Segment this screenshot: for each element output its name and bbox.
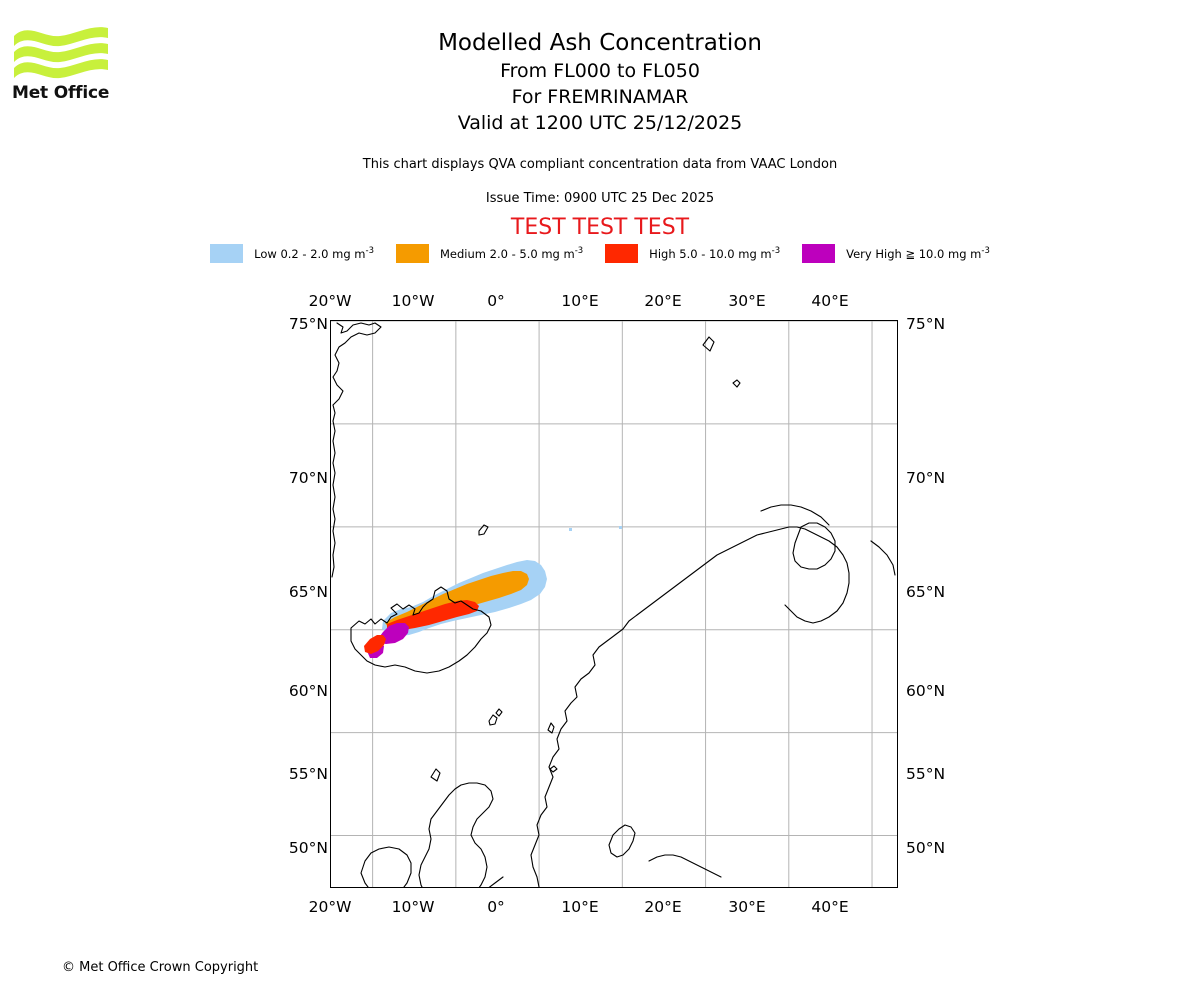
tick-right-65N: 65°N <box>906 583 946 601</box>
tick-bottom-30E: 30°E <box>728 898 766 916</box>
legend-swatch-medium <box>395 243 429 263</box>
tick-right-55N: 55°N <box>906 765 946 783</box>
valid-time: Valid at 1200 UTC 25/12/2025 <box>457 112 743 134</box>
plume-high-contour <box>387 600 479 630</box>
ash-plume <box>364 526 622 658</box>
issue-time: Issue Time: 0900 UTC 25 Dec 2025 <box>485 191 715 206</box>
coastline-faroes <box>488 714 498 726</box>
legend-item-high: High 5.0 - 10.0 mg m-3 <box>605 243 781 263</box>
tick-bottom-10W: 10°W <box>391 898 435 916</box>
legend-label-high: High 5.0 - 10.0 mg m-3 <box>649 245 781 261</box>
coastline-faroes-2 <box>495 708 503 717</box>
coastline-norway-west <box>488 876 504 887</box>
coastline-shetland <box>547 722 555 734</box>
tick-left-60N: 60°N <box>288 682 328 700</box>
coastline-great-britain <box>418 782 494 887</box>
coastlines <box>331 322 896 887</box>
coastline-kola <box>760 504 830 526</box>
tick-bottom-20W: 20°W <box>308 898 352 916</box>
coastline-greenland <box>331 322 382 578</box>
tick-top-0: 0° <box>487 292 505 310</box>
legend-item-low: Low 0.2 - 2.0 mg m-3 <box>210 243 374 263</box>
page-title: Modelled Ash Concentration <box>438 30 762 56</box>
legend-label-very-high: Very High ≧ 10.0 mg m-3 <box>846 245 990 261</box>
chart-title-block: Modelled Ash Concentration From FL000 to… <box>0 28 1200 136</box>
coastline-jan-mayen <box>478 524 489 536</box>
coastline-russia-east <box>870 540 896 576</box>
map-gridlines <box>331 321 897 887</box>
met-office-logo: Met Office <box>12 24 132 103</box>
copyright-notice: © Met Office Crown Copyright <box>62 960 259 975</box>
tick-bottom-10E: 10°E <box>561 898 599 916</box>
coastline-iceland <box>350 586 492 674</box>
test-banner: TEST TEST TEST <box>510 215 690 240</box>
tick-right-60N: 60°N <box>906 682 946 700</box>
tick-top-40E: 40°E <box>811 292 849 310</box>
legend-item-medium: Medium 2.0 - 5.0 mg m-3 <box>395 243 584 263</box>
met-office-logo-text: Met Office <box>12 83 110 103</box>
plume-speck-2 <box>619 526 622 529</box>
concentration-legend: Low 0.2 - 2.0 mg m-3 Medium 2.0 - 5.0 mg… <box>0 243 1200 263</box>
coastline-hebrides <box>430 768 441 782</box>
coastline-white-sea <box>792 522 836 570</box>
tick-top-10E: 10°E <box>561 292 599 310</box>
coastline-bear-island <box>732 379 741 388</box>
plume-high-contour-secondary <box>364 635 386 654</box>
map-canvas <box>331 321 897 887</box>
tick-right-70N: 70°N <box>906 469 946 487</box>
tick-left-55N: 55°N <box>288 765 328 783</box>
legend-swatch-high <box>605 243 639 263</box>
qva-note: This chart displays QVA compliant concen… <box>362 157 838 172</box>
legend-swatch-very-high <box>802 243 836 263</box>
legend-swatch-low <box>210 243 244 263</box>
coastline-ireland <box>360 846 412 887</box>
tick-left-65N: 65°N <box>288 583 328 601</box>
coastline-baltic <box>648 854 722 878</box>
coastline-arctic-islands <box>702 336 715 352</box>
tick-top-10W: 10°W <box>391 292 435 310</box>
tick-right-50N: 50°N <box>906 839 946 857</box>
legend-label-medium: Medium 2.0 - 5.0 mg m-3 <box>439 245 584 261</box>
tick-left-75N: 75°N <box>288 315 328 333</box>
tick-right-75N: 75°N <box>906 315 946 333</box>
tick-left-50N: 50°N <box>288 839 328 857</box>
tick-bottom-20E: 20°E <box>644 898 682 916</box>
tick-bottom-0: 0° <box>487 898 505 916</box>
met-office-waves-icon <box>14 27 108 79</box>
tick-left-70N: 70°N <box>288 469 328 487</box>
tick-top-20W: 20°W <box>308 292 352 310</box>
tick-top-20E: 20°E <box>644 292 682 310</box>
coastline-orkney <box>549 765 558 773</box>
tick-bottom-40E: 40°E <box>811 898 849 916</box>
plume-speck-1 <box>569 528 572 531</box>
flight-level-range: From FL000 to FL050 <box>500 60 700 82</box>
map-frame <box>330 320 898 888</box>
legend-label-low: Low 0.2 - 2.0 mg m-3 <box>254 245 374 261</box>
tick-top-30E: 30°E <box>728 292 766 310</box>
volcano-name: For FREMRINAMAR <box>511 86 689 108</box>
coastline-denmark <box>608 824 636 858</box>
coastline-scandinavia <box>530 526 850 887</box>
ash-concentration-map[interactable]: 20°W 10°W 0° 10°E 20°E 30°E 40°E 20°W 10… <box>289 292 945 916</box>
legend-item-very-high: Very High ≧ 10.0 mg m-3 <box>802 243 990 263</box>
